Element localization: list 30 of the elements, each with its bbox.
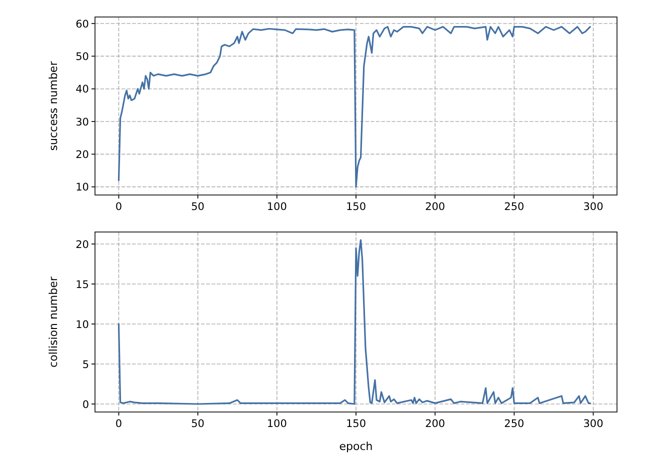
y-tick-label: 50 <box>76 50 89 63</box>
x-tick-label: 100 <box>266 201 287 213</box>
y-tick-label: 40 <box>76 84 89 96</box>
y-axis-title: collision number <box>47 276 60 368</box>
x-tick-label: 250 <box>504 201 524 213</box>
y-tick-label: 5 <box>82 358 89 371</box>
y-tick-label: 0 <box>82 398 89 411</box>
line-series <box>118 239 591 405</box>
y-tick-label: 10 <box>76 182 89 194</box>
y-tick-label: 15 <box>76 278 89 291</box>
x-tick-label: 50 <box>191 201 205 213</box>
x-tick-label: 300 <box>583 418 604 430</box>
x-tick-label: 200 <box>425 418 446 430</box>
x-tick-label: 250 <box>504 418 524 430</box>
x-tick-label: 300 <box>583 201 604 213</box>
y-tick-label: 10 <box>76 318 89 331</box>
y-tick-label: 20 <box>76 148 89 161</box>
x-tick-label: 0 <box>115 201 122 213</box>
y-tick-label: 20 <box>76 238 89 251</box>
x-tick-label: 100 <box>266 418 287 430</box>
x-tick-label: 200 <box>425 201 446 213</box>
y-tick-label: 60 <box>76 18 89 30</box>
line-series <box>118 26 591 188</box>
x-tick-label: 150 <box>346 201 366 213</box>
x-tick-label: 150 <box>346 418 366 430</box>
y-axis-title: success number <box>47 60 60 151</box>
y-tick-label: 30 <box>76 116 89 128</box>
x-axis-title: epoch <box>339 440 373 453</box>
x-tick-label: 50 <box>191 418 205 430</box>
x-tick-label: 0 <box>115 418 122 430</box>
